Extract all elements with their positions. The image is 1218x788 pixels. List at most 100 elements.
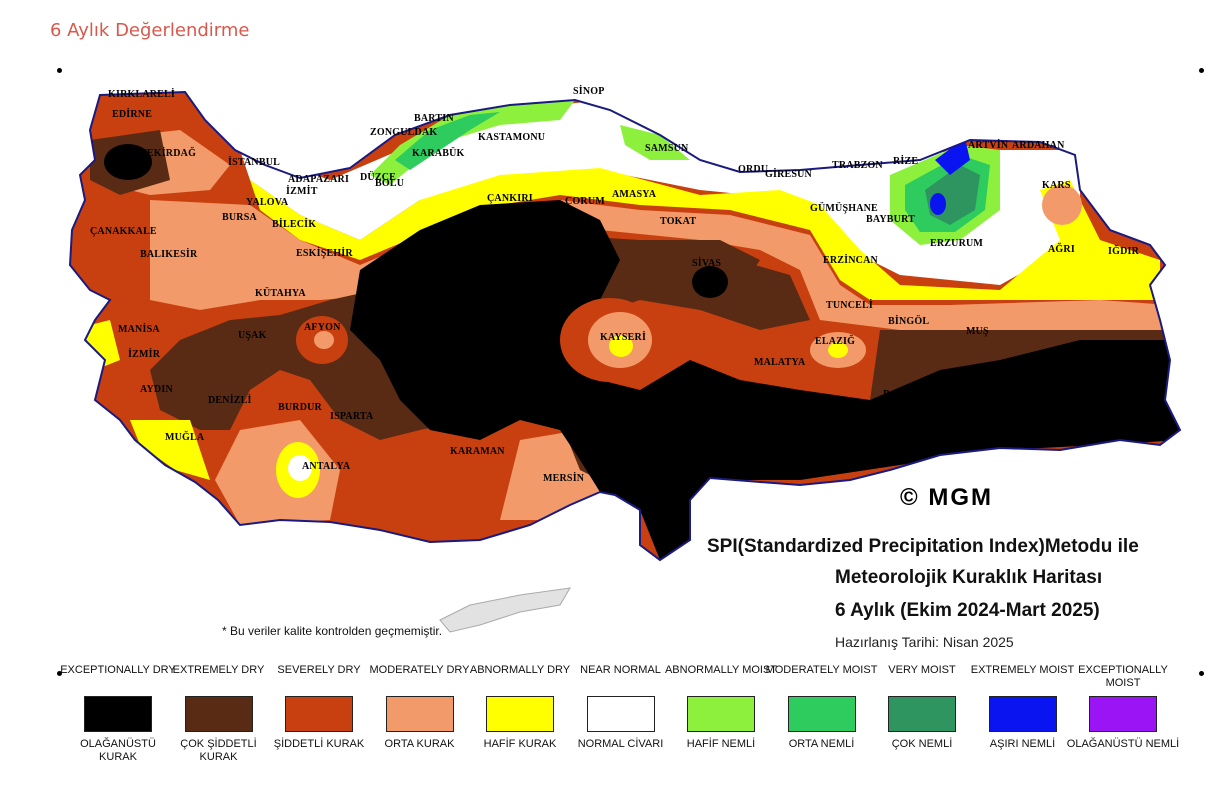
city-label: İZMİR	[128, 349, 161, 360]
city-label: MALATYA	[754, 357, 806, 368]
city-label: MUĞLA	[165, 432, 205, 443]
zone-moderately-dry	[150, 200, 1170, 330]
city-label: KAYSERİ	[600, 332, 647, 343]
zone-moderately-dry	[314, 331, 334, 349]
cyprus-shape	[439, 587, 571, 633]
legend-swatch	[84, 696, 152, 732]
city-label: SİVAS	[692, 258, 722, 269]
legend-item: MODERATELY MOIST ORTA NEMLİ	[764, 664, 880, 751]
city-label: AMASYA	[612, 189, 657, 200]
city-label: ZONGULDAK	[370, 127, 438, 138]
legend-item: NEAR NORMAL NORMAL CİVARI	[563, 664, 679, 751]
legend-swatch	[586, 696, 655, 732]
zone-near-normal	[240, 100, 1080, 285]
legend-label-en: EXTREMELY MOIST	[970, 664, 1075, 676]
city-label: BAYBURT	[866, 214, 916, 225]
legend-label-tr: AŞIRI NEMLİ	[989, 738, 1056, 750]
legend-label-tr: OLAĞANÜSTÜ NEMLİ	[1066, 738, 1180, 750]
map-title-line1: SPI(Standardized Precipitation Index)Met…	[707, 536, 1139, 557]
legend-label-tr: ORTA KURAK	[384, 738, 455, 750]
city-label: AYDIN	[140, 384, 173, 395]
city-label: GİRESUN	[765, 169, 812, 180]
legend-label-en: SEVERELY DRY	[277, 664, 361, 676]
zone-extremely-moist	[935, 138, 970, 175]
city-label: DÜZCE	[360, 172, 397, 183]
corner-dot	[1199, 671, 1204, 676]
city-label: KIRKLARELİ	[108, 89, 176, 100]
city-label: AĞRI	[1048, 244, 1075, 255]
city-label: KÜTAHYA	[255, 288, 306, 299]
legend-label-tr: ÇOK NEMLİ	[891, 738, 953, 750]
zone-moderately-moist	[395, 112, 500, 170]
city-label: AFYON	[304, 322, 341, 333]
legend-label-en: ABNORMALLY MOIST	[664, 664, 778, 676]
copyright-mgm: © MGM	[900, 484, 994, 511]
corner-dot	[57, 68, 62, 73]
legend-item: EXTREMELY MOIST AŞIRI NEMLİ	[965, 664, 1081, 751]
city-label: ORDU	[738, 164, 769, 175]
legend-swatch	[687, 696, 755, 732]
city-label: ÇORUM	[565, 196, 605, 207]
legend-label-en: VERY MOIST	[888, 664, 956, 676]
city-label: ÇANKIRI	[487, 193, 533, 204]
page-title: 6 Aylık Değerlendirme	[50, 20, 250, 41]
legend-swatch	[888, 696, 956, 732]
city-label: ELAZIĞ	[815, 336, 856, 347]
city-label: UŞAK	[238, 330, 267, 341]
zone-abnormally-moist	[370, 100, 575, 185]
legend-label-tr: HAFİF KURAK	[483, 738, 557, 750]
city-label: BALIKESİR	[140, 249, 198, 260]
city-label: ANTALYA	[302, 461, 351, 472]
legend-label-en: MODERATELY MOIST	[765, 664, 878, 676]
city-label: MANİSA	[118, 324, 160, 335]
quality-note: * Bu veriler kalite kontrolden geçmemişt…	[222, 624, 443, 638]
legend-label-en: NEAR NORMAL	[580, 664, 661, 676]
city-label: İSTANBUL	[228, 157, 280, 168]
legend: EXCEPTIONALLY DRY OLAĞANÜSTÜ KURAK EXTREME…	[60, 664, 1190, 774]
legend-label-en: ABNORMALLY DRY	[469, 664, 571, 676]
city-label: IĞDIR	[1108, 246, 1140, 257]
city-label: BURSA	[222, 212, 257, 223]
city-label: SAMSUN	[645, 143, 689, 154]
city-label: BARTIN	[414, 113, 454, 124]
zone-moderately-dry	[1042, 185, 1082, 225]
map-title-line3: 6 Aylık (Ekim 2024-Mart 2025)	[835, 600, 1100, 621]
city-label: ERZURUM	[930, 238, 984, 249]
legend-label-tr: HAFİF NEMLİ	[686, 738, 756, 750]
legend-item: ABNORMALLY MOIST HAFİF NEMLİ	[663, 664, 779, 751]
legend-swatch	[1089, 696, 1157, 732]
city-label: ADAPAZARI	[288, 174, 350, 185]
legend-swatch	[988, 696, 1057, 732]
city-label: RİZE	[893, 156, 919, 167]
city-label: ÇANAKKALE	[90, 226, 157, 237]
legend-item: MODERATELY DRY ORTA KURAK	[362, 664, 478, 751]
legend-label-tr: ÇOK ŞİDDETLİ KURAK	[180, 738, 257, 763]
legend-label-en: EXCEPTIONALLY DRY	[60, 664, 176, 676]
corner-dot	[1199, 68, 1204, 73]
city-label: EDİRNE	[112, 109, 153, 120]
city-label: MERSİN	[543, 473, 585, 484]
prepared-date: Hazırlanış Tarihi: Nisan 2025	[835, 634, 1014, 650]
city-label: BURDUR	[278, 402, 322, 413]
city-label: BİLECİK	[272, 219, 317, 230]
zone-exceptionally-dry	[350, 200, 1180, 560]
zone-near-normal	[288, 455, 312, 481]
legend-label-en: EXCEPTIONALLY MOIST	[1078, 664, 1168, 689]
zone-abnormally-dry	[250, 168, 1160, 300]
legend-swatch	[285, 696, 353, 732]
city-label: ADIYAMAN	[760, 404, 818, 415]
legend-label-tr: OLAĞANÜSTÜ KURAK	[80, 738, 156, 763]
legend-item: EXTREMELY DRY ÇOK ŞİDDETLİ KURAK	[161, 664, 277, 764]
zone-abnormally-moist	[620, 125, 690, 160]
legend-swatch	[486, 696, 554, 732]
city-label: KARAMAN	[450, 446, 505, 457]
city-label: ADA	[597, 477, 620, 488]
legend-item: VERY MOIST ÇOK NEMLİ	[864, 664, 980, 751]
city-label: KASTAMONU	[478, 132, 546, 143]
map-title-line2: Meteorolojik Kuraklık Haritası	[835, 567, 1103, 588]
city-label: BATMAN	[883, 389, 928, 400]
zone-abnormally-dry	[130, 420, 210, 480]
city-label: MUŞ	[966, 326, 989, 337]
city-label: ISPARTA	[330, 411, 374, 422]
legend-label-en: EXTREMELY DRY	[172, 664, 265, 676]
